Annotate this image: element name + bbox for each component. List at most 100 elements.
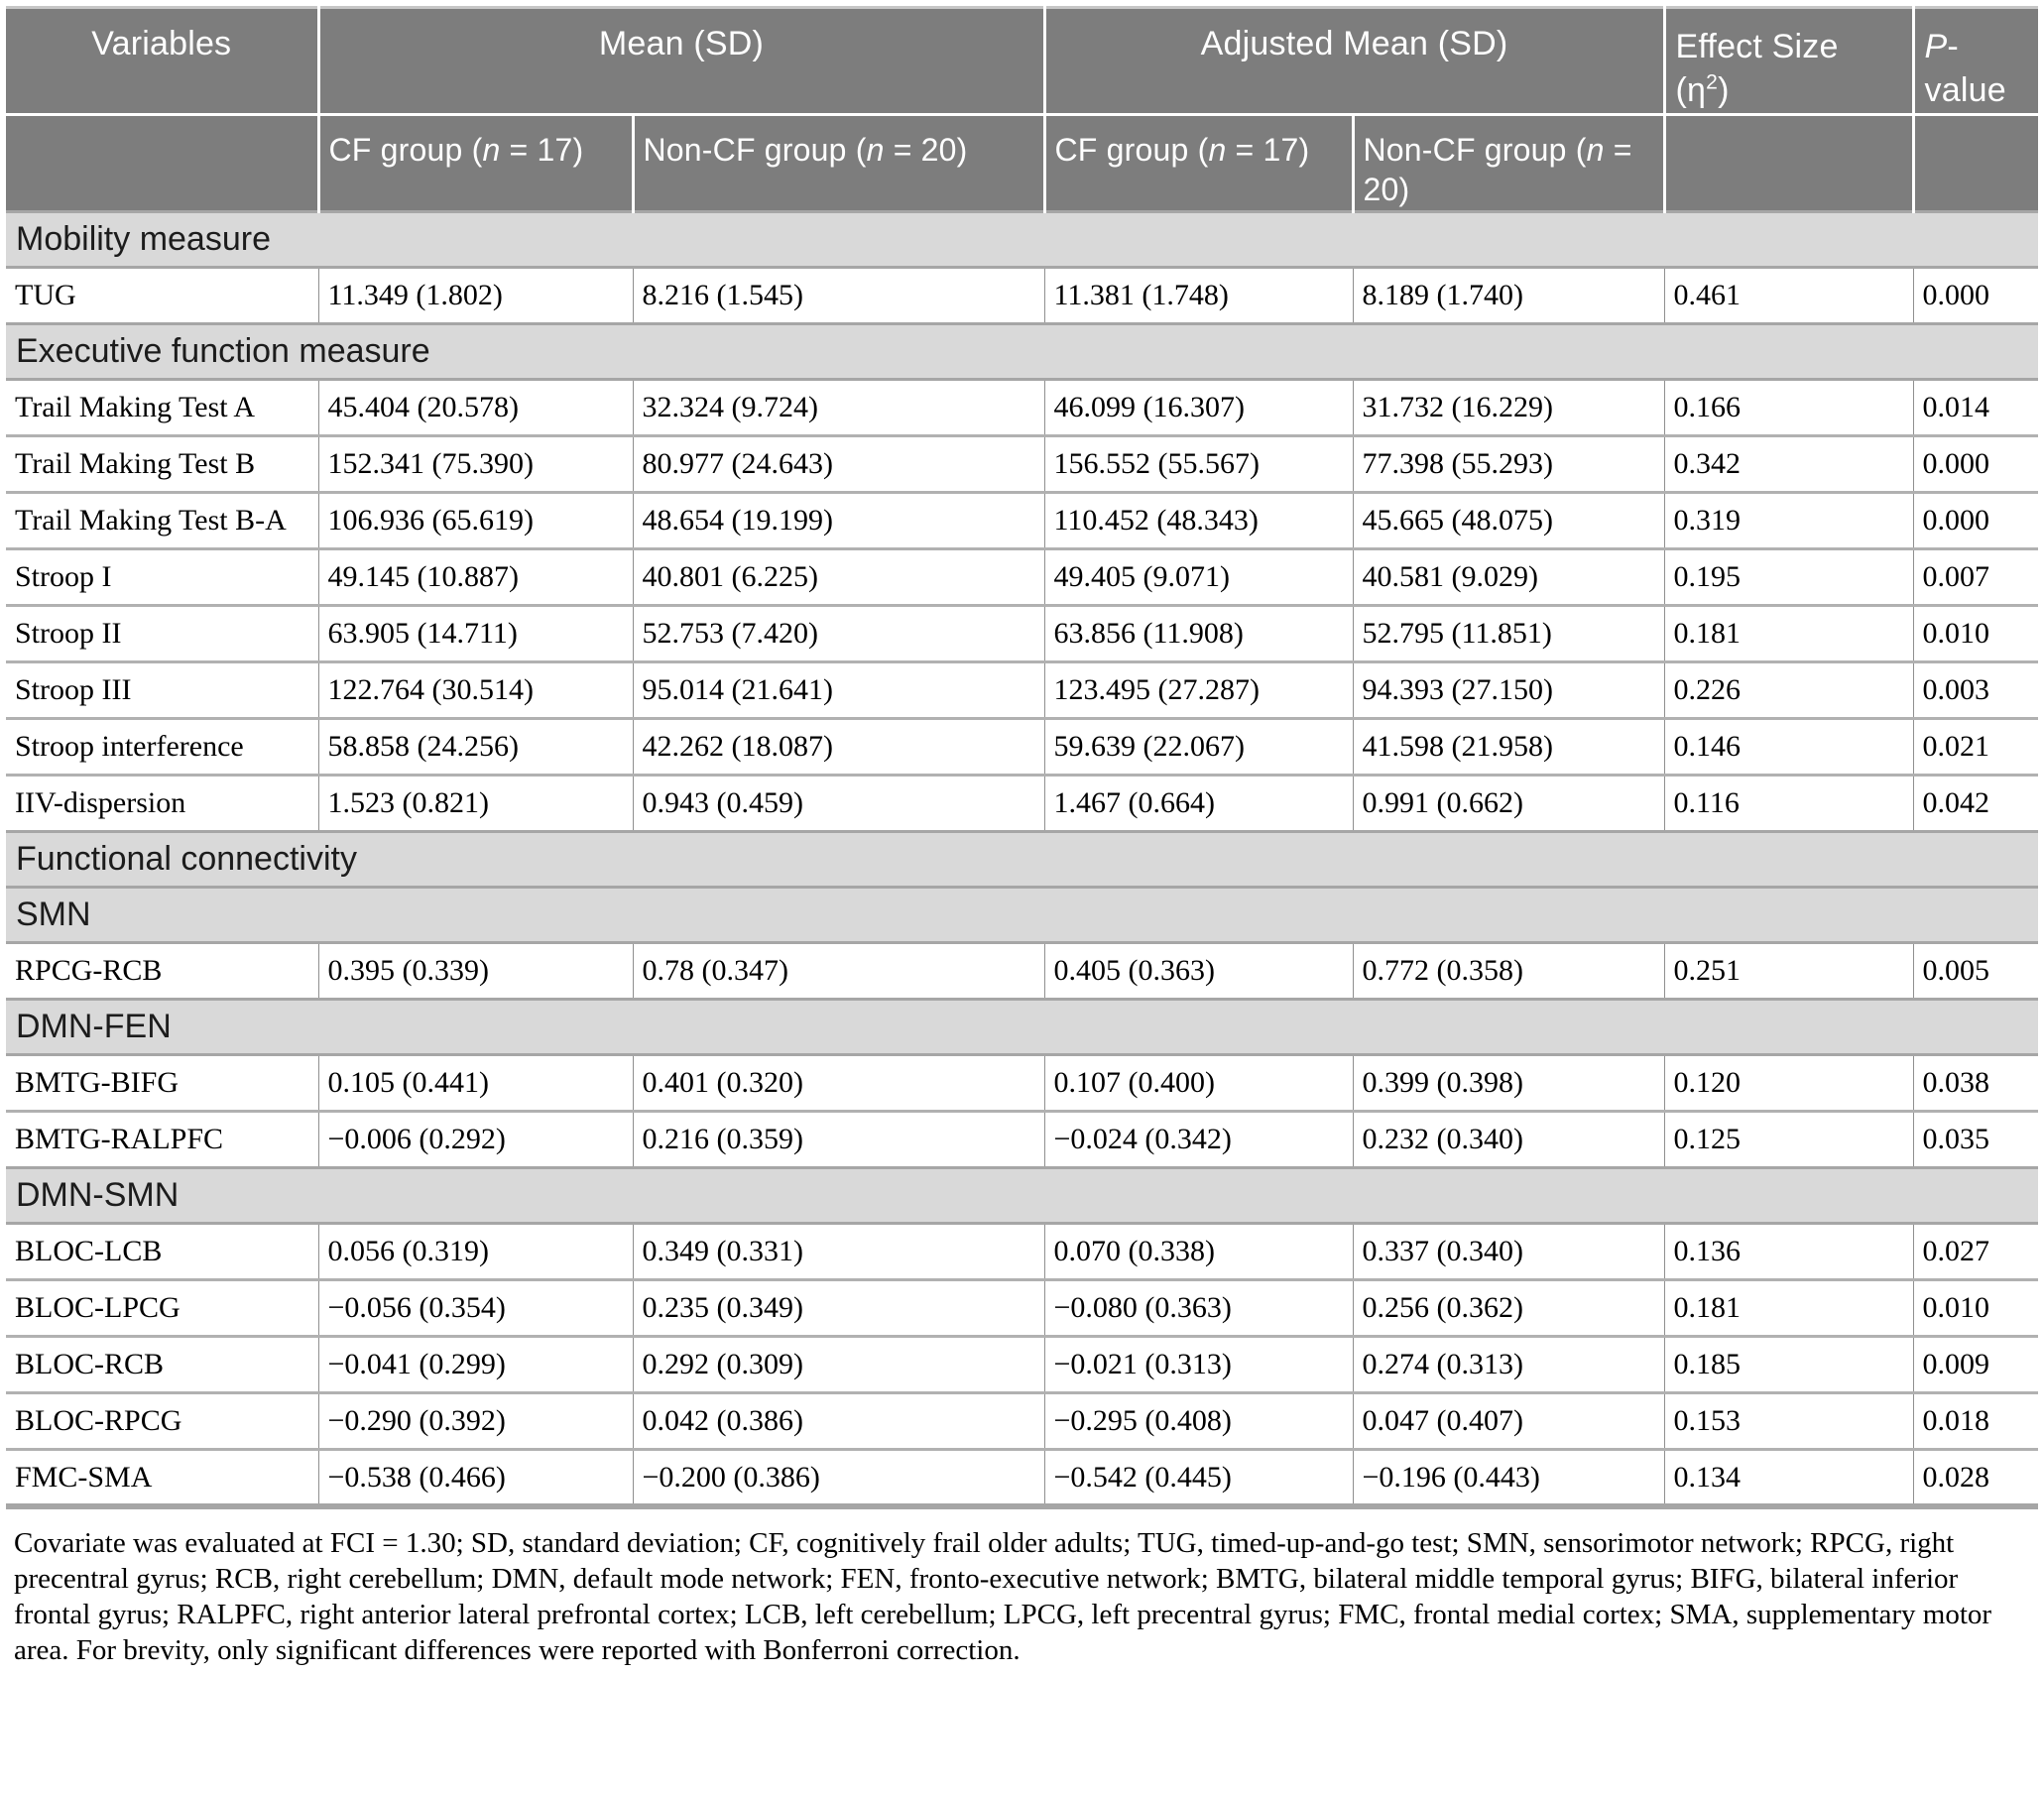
cell-variable: BLOC-LPCG [6,1278,319,1338]
cell-adjusted-mean-noncf: 0.772 (0.358) [1352,941,1665,1001]
cell-effect-size: 0.125 [1663,1110,1914,1169]
cell-variable: Stroop II [6,604,319,663]
cell-adjusted-mean-noncf: 0.991 (0.662) [1352,774,1665,833]
effect-size-eta: (η [1675,71,1707,110]
cell-adjusted-mean-noncf: 94.393 (27.150) [1352,660,1665,720]
cell-adjusted-mean-cf: −0.021 (0.313) [1043,1335,1354,1394]
cell-p-value: 0.010 [1912,604,2039,663]
page: Variables Mean (SD) Adjusted Mean (SD) E… [6,6,2039,1666]
section-row: SMN [6,886,2039,945]
p-value-p: P [1924,28,1948,65]
cell-p-value: 0.005 [1912,941,2039,1001]
effect-size-exponent: 2 [1706,70,1719,94]
table-row: FMC-SMA −0.538 (0.466) −0.200 (0.386) −0… [6,1448,2039,1507]
column-header-variables: Variables [6,7,320,117]
subheader-empty-p-value [1913,114,2039,212]
table-row: Trail Making Test B 152.341 (75.390) 80.… [6,434,2039,494]
header-row-1: Variables Mean (SD) Adjusted Mean (SD) E… [6,7,2039,117]
effect-size-label: Effect Size [1675,28,1839,65]
subheader-mean-noncf-group: Non-CF group (n = 20) [633,114,1046,212]
cell-variable: BMTG-BIFG [6,1053,319,1113]
cell-mean-noncf: 0.042 (0.386) [632,1391,1045,1451]
cell-variable: TUG [6,266,319,325]
cell-mean-cf: 106.936 (65.619) [317,491,634,550]
cell-mean-noncf: 42.262 (18.087) [632,717,1045,777]
cell-mean-cf: 0.105 (0.441) [317,1053,634,1113]
table-row: BMTG-BIFG 0.105 (0.441) 0.401 (0.320) 0.… [6,1053,2039,1113]
p-value-rest: -value [1924,28,2006,110]
cell-mean-cf: −0.290 (0.392) [317,1391,634,1451]
cell-variable: Stroop interference [6,717,319,777]
cell-effect-size: 0.181 [1663,1278,1914,1338]
cell-adjusted-mean-noncf: 0.232 (0.340) [1352,1110,1665,1169]
cell-adjusted-mean-noncf: 0.256 (0.362) [1352,1278,1665,1338]
section-row: Functional connectivity [6,830,2039,890]
cell-mean-cf: −0.041 (0.299) [317,1335,634,1394]
table-body: Mobility measure TUG 11.349 (1.802) 8.21… [6,210,2039,1507]
table-row: BLOC-RCB −0.041 (0.299) 0.292 (0.309) −0… [6,1335,2039,1394]
cell-adjusted-mean-noncf: 41.598 (21.958) [1352,717,1665,777]
table-header: Variables Mean (SD) Adjusted Mean (SD) E… [6,7,2039,212]
section-label: DMN-SMN [6,1166,2039,1226]
table-row: BLOC-LCB 0.056 (0.319) 0.349 (0.331) 0.0… [6,1222,2039,1281]
cell-p-value: 0.014 [1912,378,2039,437]
cell-mean-cf: 122.764 (30.514) [317,660,634,720]
subheader-mean-cf-group: CF group (n = 17) [318,114,635,212]
table-row: IIV-dispersion 1.523 (0.821) 0.943 (0.45… [6,774,2039,833]
section-label: SMN [6,886,2039,945]
section-label: DMN-FEN [6,998,2039,1057]
cell-mean-cf: 58.858 (24.256) [317,717,634,777]
table-row: Trail Making Test B-A 106.936 (65.619) 4… [6,491,2039,550]
cell-mean-noncf: 8.216 (1.545) [632,266,1045,325]
cell-variable: RPCG-RCB [6,941,319,1001]
effect-size-paren: ) [1718,71,1730,110]
cell-effect-size: 0.116 [1663,774,1914,833]
cell-mean-noncf: 32.324 (9.724) [632,378,1045,437]
table-row: BLOC-LPCG −0.056 (0.354) 0.235 (0.349) −… [6,1278,2039,1338]
cell-adjusted-mean-cf: 0.405 (0.363) [1043,941,1354,1001]
cell-effect-size: 0.185 [1663,1335,1914,1394]
subheader-empty-effect-size [1664,114,1915,212]
cell-p-value: 0.035 [1912,1110,2039,1169]
cell-effect-size: 0.195 [1663,547,1914,607]
cell-mean-noncf: 95.014 (21.641) [632,660,1045,720]
cell-adjusted-mean-cf: −0.542 (0.445) [1043,1448,1354,1507]
cell-mean-noncf: 0.943 (0.459) [632,774,1045,833]
cell-mean-cf: 11.349 (1.802) [317,266,634,325]
cell-effect-size: 0.461 [1663,266,1914,325]
cell-adjusted-mean-cf: 123.495 (27.287) [1043,660,1354,720]
table-row: BLOC-RPCG −0.290 (0.392) 0.042 (0.386) −… [6,1391,2039,1451]
cell-p-value: 0.000 [1912,266,2039,325]
cell-p-value: 0.007 [1912,547,2039,607]
cell-mean-noncf: −0.200 (0.386) [632,1448,1045,1507]
table-row: Stroop I 49.145 (10.887) 40.801 (6.225) … [6,547,2039,607]
cell-adjusted-mean-cf: 59.639 (22.067) [1043,717,1354,777]
cell-effect-size: 0.166 [1663,378,1914,437]
cell-mean-cf: 0.395 (0.339) [317,941,634,1001]
cell-p-value: 0.010 [1912,1278,2039,1338]
cell-adjusted-mean-noncf: 0.399 (0.398) [1352,1053,1665,1113]
cell-mean-cf: −0.056 (0.354) [317,1278,634,1338]
cell-mean-cf: −0.538 (0.466) [317,1448,634,1507]
subheader-adjusted-cf-group: CF group (n = 17) [1044,114,1355,212]
column-header-effect-size: Effect Size (η2) [1664,7,1915,117]
cell-mean-noncf: 40.801 (6.225) [632,547,1045,607]
subheader-adjusted-noncf-group: Non-CF group (n = 20) [1353,114,1666,212]
cell-variable: Stroop III [6,660,319,720]
cell-mean-cf: 49.145 (10.887) [317,547,634,607]
cell-adjusted-mean-cf: 0.070 (0.338) [1043,1222,1354,1281]
column-header-adjusted-mean-sd: Adjusted Mean (SD) [1044,7,1666,117]
cell-mean-cf: −0.006 (0.292) [317,1110,634,1169]
cell-variable: BMTG-RALPFC [6,1110,319,1169]
table-row: TUG 11.349 (1.802) 8.216 (1.545) 11.381 … [6,266,2039,325]
table-row: Stroop interference 58.858 (24.256) 42.2… [6,717,2039,777]
cell-p-value: 0.027 [1912,1222,2039,1281]
cell-mean-noncf: 0.401 (0.320) [632,1053,1045,1113]
cell-mean-noncf: 80.977 (24.643) [632,434,1045,494]
cell-effect-size: 0.251 [1663,941,1914,1001]
cell-effect-size: 0.319 [1663,491,1914,550]
cell-variable: Trail Making Test B-A [6,491,319,550]
section-row: DMN-SMN [6,1166,2039,1226]
cell-effect-size: 0.342 [1663,434,1914,494]
section-row: DMN-FEN [6,998,2039,1057]
